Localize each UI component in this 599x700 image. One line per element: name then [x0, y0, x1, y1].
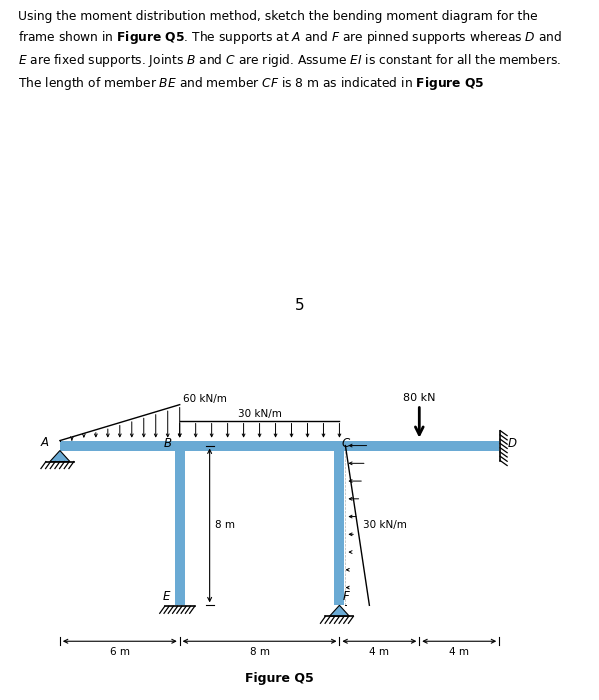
Text: 4 m: 4 m [449, 648, 469, 657]
Text: $B$: $B$ [164, 437, 173, 449]
Text: Using the moment distribution method, sketch the bending moment diagram for the
: Using the moment distribution method, sk… [18, 10, 562, 92]
Text: 5: 5 [295, 298, 304, 314]
Text: 30 kN/m: 30 kN/m [238, 409, 282, 419]
Text: $A$: $A$ [40, 435, 50, 449]
Polygon shape [50, 451, 70, 461]
Polygon shape [175, 440, 184, 606]
Polygon shape [60, 440, 499, 451]
Text: 6 m: 6 m [110, 648, 130, 657]
Polygon shape [329, 606, 349, 616]
Text: Figure Q5: Figure Q5 [245, 672, 314, 685]
Text: $D$: $D$ [507, 437, 518, 449]
Text: 60 kN/m: 60 kN/m [183, 393, 226, 404]
Text: 8 m: 8 m [214, 520, 235, 531]
Text: 8 m: 8 m [250, 648, 270, 657]
Text: 4 m: 4 m [370, 648, 389, 657]
Text: 30 kN/m: 30 kN/m [364, 520, 407, 531]
Polygon shape [334, 440, 344, 606]
Text: 80 kN: 80 kN [403, 393, 435, 402]
Text: $C$: $C$ [341, 437, 352, 449]
Text: $E$: $E$ [162, 590, 172, 603]
Text: $F$: $F$ [343, 590, 352, 603]
